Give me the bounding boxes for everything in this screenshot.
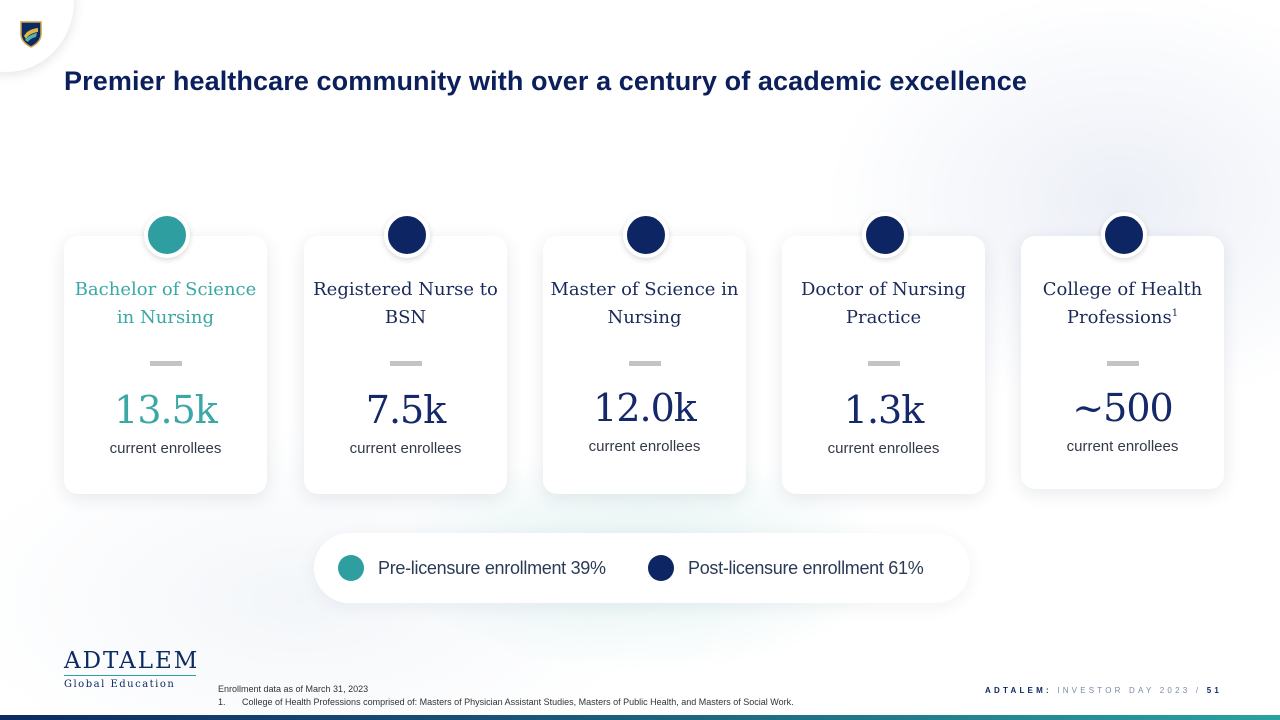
- program-card: Master of Science in Nursing 12.0k curre…: [543, 212, 746, 494]
- program-card: Registered Nurse to BSN 7.5k current enr…: [304, 212, 507, 494]
- footnote-source: Enrollment data as of March 31, 2023: [218, 684, 369, 694]
- logo-subtitle: Global Education: [64, 679, 176, 690]
- divider: [150, 361, 182, 366]
- program-title: College of Health Professions1: [1042, 279, 1203, 328]
- post-licensure-dot: [648, 555, 674, 581]
- bottom-accent-bar: [0, 715, 1280, 720]
- program-title: Master of Science in Nursing: [550, 279, 739, 328]
- adtalem-logo: ADTALEM Global Education: [64, 648, 204, 690]
- program-title: Registered Nurse to BSN: [313, 279, 498, 328]
- divider: [868, 361, 900, 366]
- divider: [390, 361, 422, 366]
- footer-page-info: ADTALEM: INVESTOR DAY 2023 / 51: [985, 686, 1222, 695]
- divider: [1107, 361, 1139, 366]
- legend-item-pre-licensure: Pre-licensure enrollment 39%: [338, 555, 606, 581]
- footnote-marker: 1: [1171, 308, 1179, 319]
- enrollment-value: ~500: [1072, 386, 1173, 430]
- footer-brand: ADTALEM:: [985, 686, 1052, 695]
- enrollment-label: current enrollees: [349, 440, 462, 457]
- footnote-1: 1. College of Health Professions comprise…: [218, 697, 794, 707]
- legend-item-post-licensure: Post-licensure enrollment 61%: [648, 555, 924, 581]
- pre-licensure-dot: [338, 555, 364, 581]
- program-title: Doctor of Nursing Practice: [800, 279, 967, 328]
- logo-rule: [64, 675, 196, 676]
- crest-icon: [20, 21, 42, 48]
- enrollment-label: current enrollees: [1066, 438, 1179, 455]
- enrollment-label: current enrollees: [588, 438, 701, 455]
- program-card: Doctor of Nursing Practice 1.3k current …: [782, 212, 985, 494]
- legend-label: Post-licensure enrollment 61%: [688, 557, 924, 578]
- pre-licensure-dot: [144, 212, 190, 258]
- enrollment-label: current enrollees: [827, 440, 940, 457]
- footer-separator: /: [1195, 686, 1202, 695]
- footer-event: INVESTOR DAY 2023: [1057, 686, 1191, 695]
- program-card: Bachelor of Science in Nursing 13.5k cur…: [64, 212, 267, 494]
- enrollment-label: current enrollees: [109, 440, 222, 457]
- post-licensure-dot: [862, 212, 908, 258]
- post-licensure-dot: [1101, 212, 1147, 258]
- page-number: 51: [1206, 686, 1222, 695]
- program-title: Bachelor of Science in Nursing: [74, 279, 257, 328]
- footnote-number: 1.: [218, 697, 226, 707]
- enrollment-value: 13.5k: [114, 388, 218, 432]
- logo-wordmark: ADTALEM: [64, 648, 200, 674]
- post-licensure-dot: [623, 212, 669, 258]
- page-title: Premier healthcare community with over a…: [64, 66, 1028, 96]
- enrollment-value: 12.0k: [593, 386, 697, 430]
- enrollment-value: 1.3k: [843, 388, 924, 432]
- divider: [629, 361, 661, 366]
- program-card: College of Health Professions1 ~500 curr…: [1021, 212, 1224, 489]
- enrollment-legend: Pre-licensure enrollment 39% Post-licens…: [314, 533, 970, 603]
- legend-label: Pre-licensure enrollment 39%: [378, 557, 606, 578]
- footnote-text: College of Health Professions comprised …: [242, 697, 794, 707]
- enrollment-value: 7.5k: [365, 388, 446, 432]
- post-licensure-dot: [384, 212, 430, 258]
